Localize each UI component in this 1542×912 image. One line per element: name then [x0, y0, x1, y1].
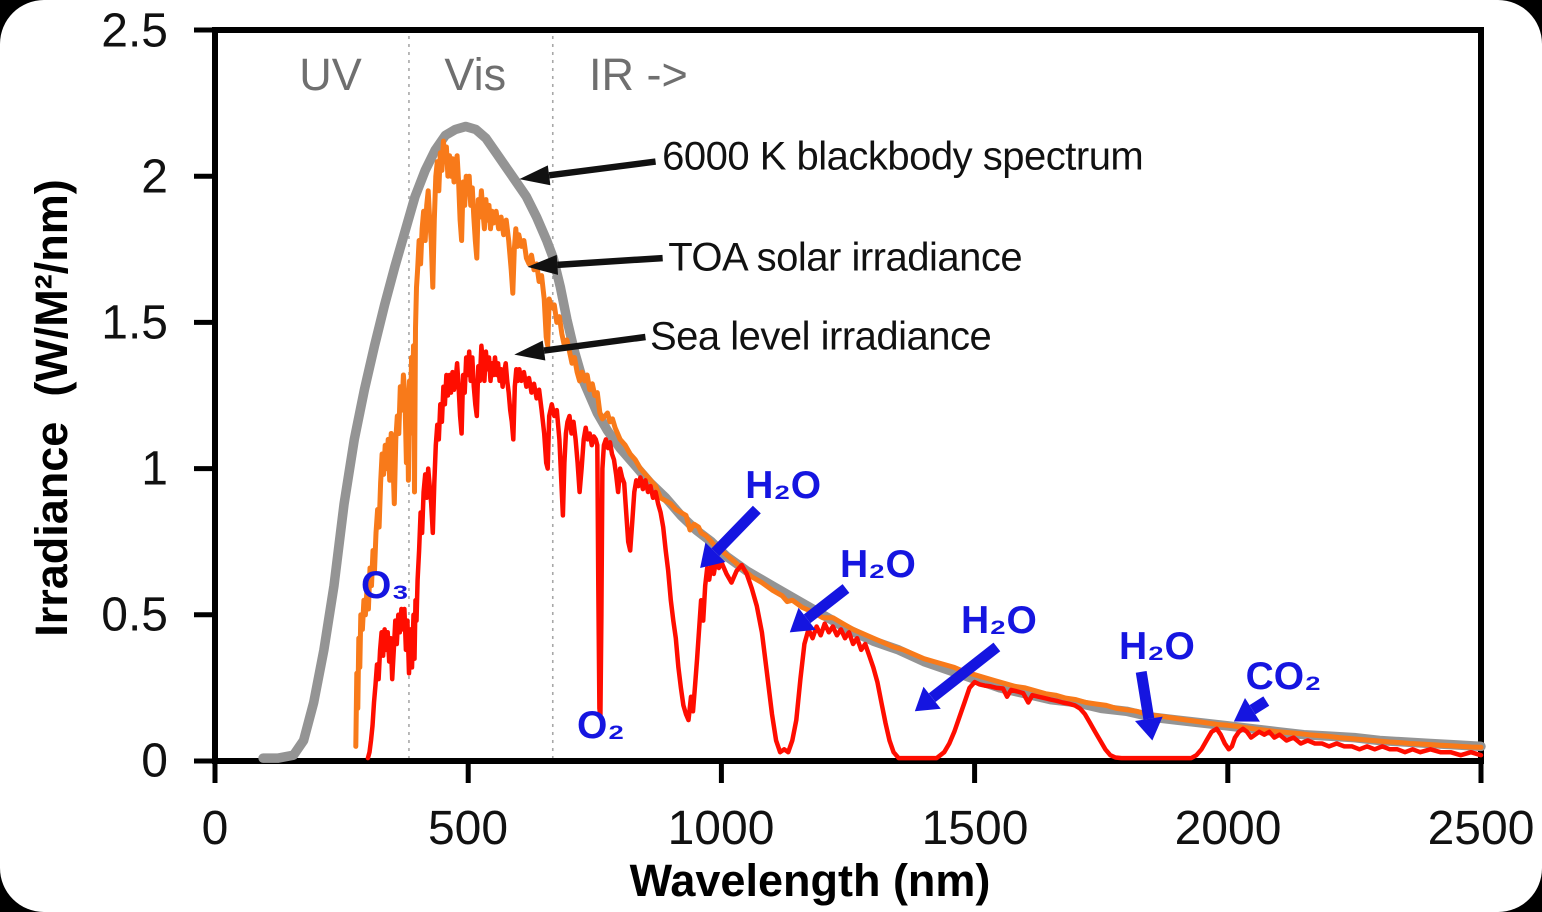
h2o-arrow-4 [1135, 670, 1155, 720]
plot-box [212, 27, 1484, 764]
uv-region-label: UV [299, 49, 362, 101]
toa-curve [353, 138, 1484, 750]
h2o-label-3: H₂O [960, 598, 1037, 642]
co2-arrow [1249, 696, 1270, 715]
co2-arrow-head [1233, 697, 1260, 722]
h2o-arrow-4-head [1135, 716, 1163, 741]
y-tick-label-1-5: 1.5 [101, 296, 168, 350]
y-tick-label-0: 0 [141, 734, 168, 788]
co2-label: CO₂ [1245, 654, 1322, 698]
x-tick-label-2000: 2000 [1174, 802, 1282, 855]
y-tick-label-2-5: 2.5 [101, 4, 168, 58]
toa-arrow [557, 254, 663, 269]
y-tick-label-1: 1 [141, 442, 168, 496]
y-tick-label-0-5: 0.5 [101, 588, 168, 642]
y-tick-label-2: 2 [141, 150, 168, 204]
o3-label: O₃ [360, 563, 410, 607]
h2o-arrow-3 [928, 642, 1001, 703]
sealevel-arrow-head [514, 340, 546, 361]
toa-arrow-head [527, 254, 559, 275]
blackbody-series-label: 6000 K blackbody spectrum [662, 134, 1144, 179]
ir-region-label: IR -> [588, 49, 688, 101]
x-tick-label-1000: 1000 [667, 802, 775, 855]
h2o-arrow-1-head [700, 542, 726, 569]
h2o-label-2: H₂O [839, 543, 916, 587]
blackbody-arrow [548, 158, 656, 179]
h2o-label-4: H₂O [1118, 624, 1195, 668]
x-tick-label-0: 0 [201, 802, 229, 855]
h2o-arrow-2 [803, 584, 850, 624]
x-tick-label-1500: 1500 [921, 802, 1029, 855]
y-axis-title: Irradiance (W/M²/nm) [26, 179, 77, 637]
h2o-arrow-3-head [914, 686, 941, 712]
blackbody-arrow-head [519, 165, 551, 186]
o2-label: O₂ [577, 703, 625, 747]
x-tick-label-2500: 2500 [1427, 802, 1535, 855]
vis-region-label: Vis [444, 49, 507, 101]
x-tick-label-500: 500 [427, 802, 509, 855]
toa-series-label: TOA solar irradiance [668, 235, 1023, 280]
sealevel-curve [365, 343, 1484, 761]
sealevel-series-label: Sea level irradiance [649, 314, 992, 359]
sealevel-arrow [543, 333, 646, 354]
h2o-arrow-1 [711, 505, 761, 557]
h2o-arrow-2-head [789, 607, 816, 633]
h2o-label-1: H₂O [745, 464, 822, 508]
x-axis-title: Wavelength (nm) [629, 855, 991, 906]
